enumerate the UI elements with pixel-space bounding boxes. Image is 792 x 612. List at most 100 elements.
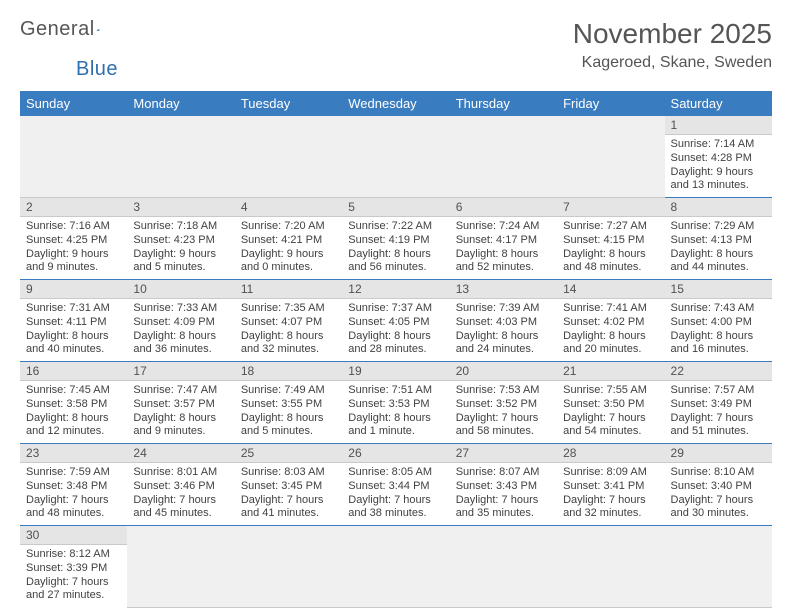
calendar-blank-cell: [127, 116, 234, 198]
sunset-line: Sunset: 4:02 PM: [563, 316, 658, 330]
day-details: Sunrise: 7:27 AMSunset: 4:15 PMDaylight:…: [557, 217, 664, 279]
day-number: 30: [20, 526, 127, 545]
sunrise-line: Sunrise: 7:47 AM: [133, 384, 228, 398]
daylight-line: Daylight: 8 hours and 9 minutes.: [133, 412, 228, 440]
sunrise-line: Sunrise: 7:33 AM: [133, 302, 228, 316]
day-header: Thursday: [450, 91, 557, 116]
logo: General: [20, 18, 115, 41]
day-header: Sunday: [20, 91, 127, 116]
day-details: Sunrise: 7:22 AMSunset: 4:19 PMDaylight:…: [342, 217, 449, 279]
sunrise-line: Sunrise: 8:01 AM: [133, 466, 228, 480]
calendar-blank-cell: [557, 116, 664, 198]
day-details: Sunrise: 7:53 AMSunset: 3:52 PMDaylight:…: [450, 381, 557, 443]
daylight-line: Daylight: 7 hours and 41 minutes.: [241, 494, 336, 522]
daylight-line: Daylight: 7 hours and 35 minutes.: [456, 494, 551, 522]
day-details: Sunrise: 7:39 AMSunset: 4:03 PMDaylight:…: [450, 299, 557, 361]
calendar-blank-cell: [342, 116, 449, 198]
daylight-line: Daylight: 8 hours and 12 minutes.: [26, 412, 121, 440]
calendar-blank-cell: [127, 526, 234, 608]
daylight-line: Daylight: 8 hours and 24 minutes.: [456, 330, 551, 358]
day-details: Sunrise: 7:51 AMSunset: 3:53 PMDaylight:…: [342, 381, 449, 443]
day-number: 23: [20, 444, 127, 463]
day-details: Sunrise: 8:01 AMSunset: 3:46 PMDaylight:…: [127, 463, 234, 525]
calendar-day-cell: 24Sunrise: 8:01 AMSunset: 3:46 PMDayligh…: [127, 444, 234, 526]
daylight-line: Daylight: 8 hours and 1 minute.: [348, 412, 443, 440]
sunset-line: Sunset: 4:17 PM: [456, 234, 551, 248]
day-details: Sunrise: 7:59 AMSunset: 3:48 PMDaylight:…: [20, 463, 127, 525]
sunset-line: Sunset: 3:49 PM: [671, 398, 766, 412]
day-number: 6: [450, 198, 557, 217]
day-details: Sunrise: 7:24 AMSunset: 4:17 PMDaylight:…: [450, 217, 557, 279]
sunrise-line: Sunrise: 8:09 AM: [563, 466, 658, 480]
sunrise-line: Sunrise: 7:14 AM: [671, 138, 766, 152]
calendar-day-cell: 26Sunrise: 8:05 AMSunset: 3:44 PMDayligh…: [342, 444, 449, 526]
sunset-line: Sunset: 3:52 PM: [456, 398, 551, 412]
daylight-line: Daylight: 9 hours and 5 minutes.: [133, 248, 228, 276]
sunset-line: Sunset: 3:57 PM: [133, 398, 228, 412]
daylight-line: Daylight: 8 hours and 52 minutes.: [456, 248, 551, 276]
calendar-day-cell: 16Sunrise: 7:45 AMSunset: 3:58 PMDayligh…: [20, 362, 127, 444]
calendar-day-cell: 25Sunrise: 8:03 AMSunset: 3:45 PMDayligh…: [235, 444, 342, 526]
sunrise-line: Sunrise: 7:24 AM: [456, 220, 551, 234]
day-number: 8: [665, 198, 772, 217]
sunset-line: Sunset: 4:15 PM: [563, 234, 658, 248]
day-details: Sunrise: 7:41 AMSunset: 4:02 PMDaylight:…: [557, 299, 664, 361]
calendar-week-row: 1Sunrise: 7:14 AMSunset: 4:28 PMDaylight…: [20, 116, 772, 198]
day-details: Sunrise: 7:43 AMSunset: 4:00 PMDaylight:…: [665, 299, 772, 361]
sunset-line: Sunset: 4:07 PM: [241, 316, 336, 330]
day-details: Sunrise: 8:03 AMSunset: 3:45 PMDaylight:…: [235, 463, 342, 525]
day-number: 3: [127, 198, 234, 217]
day-details: Sunrise: 8:07 AMSunset: 3:43 PMDaylight:…: [450, 463, 557, 525]
calendar-day-cell: 28Sunrise: 8:09 AMSunset: 3:41 PMDayligh…: [557, 444, 664, 526]
sunrise-line: Sunrise: 7:37 AM: [348, 302, 443, 316]
day-number: 27: [450, 444, 557, 463]
day-details: Sunrise: 7:16 AMSunset: 4:25 PMDaylight:…: [20, 217, 127, 279]
day-number: 15: [665, 280, 772, 299]
daylight-line: Daylight: 7 hours and 27 minutes.: [26, 576, 121, 604]
sunset-line: Sunset: 4:00 PM: [671, 316, 766, 330]
day-header: Monday: [127, 91, 234, 116]
sunset-line: Sunset: 3:39 PM: [26, 562, 121, 576]
day-number: 19: [342, 362, 449, 381]
sunset-line: Sunset: 3:48 PM: [26, 480, 121, 494]
sunset-line: Sunset: 3:44 PM: [348, 480, 443, 494]
day-details: Sunrise: 7:37 AMSunset: 4:05 PMDaylight:…: [342, 299, 449, 361]
calendar-day-cell: 6Sunrise: 7:24 AMSunset: 4:17 PMDaylight…: [450, 198, 557, 280]
day-details: Sunrise: 7:49 AMSunset: 3:55 PMDaylight:…: [235, 381, 342, 443]
calendar-blank-cell: [235, 526, 342, 608]
day-details: Sunrise: 7:31 AMSunset: 4:11 PMDaylight:…: [20, 299, 127, 361]
calendar-day-cell: 15Sunrise: 7:43 AMSunset: 4:00 PMDayligh…: [665, 280, 772, 362]
month-title: November 2025: [573, 18, 772, 50]
calendar-day-cell: 3Sunrise: 7:18 AMSunset: 4:23 PMDaylight…: [127, 198, 234, 280]
calendar-week-row: 23Sunrise: 7:59 AMSunset: 3:48 PMDayligh…: [20, 444, 772, 526]
calendar-day-cell: 20Sunrise: 7:53 AMSunset: 3:52 PMDayligh…: [450, 362, 557, 444]
daylight-line: Daylight: 7 hours and 45 minutes.: [133, 494, 228, 522]
day-number: 20: [450, 362, 557, 381]
calendar-blank-cell: [665, 526, 772, 608]
sunrise-line: Sunrise: 7:55 AM: [563, 384, 658, 398]
daylight-line: Daylight: 9 hours and 9 minutes.: [26, 248, 121, 276]
day-number: 17: [127, 362, 234, 381]
sunrise-line: Sunrise: 7:45 AM: [26, 384, 121, 398]
calendar-table: SundayMondayTuesdayWednesdayThursdayFrid…: [20, 91, 772, 608]
day-details: Sunrise: 7:35 AMSunset: 4:07 PMDaylight:…: [235, 299, 342, 361]
calendar-day-cell: 17 Sunrise: 7:47 AMSunset: 3:57 PMDayligh…: [127, 362, 234, 444]
daylight-line: Daylight: 8 hours and 16 minutes.: [671, 330, 766, 358]
day-details: Sunrise: 8:12 AMSunset: 3:39 PMDaylight:…: [20, 545, 127, 607]
sunset-line: Sunset: 4:21 PM: [241, 234, 336, 248]
logo-text-2: Blue: [76, 58, 118, 80]
daylight-line: Daylight: 8 hours and 48 minutes.: [563, 248, 658, 276]
sunrise-line: Sunrise: 7:57 AM: [671, 384, 766, 398]
logo-text-1: General: [20, 18, 95, 41]
sunrise-line: Sunrise: 7:20 AM: [241, 220, 336, 234]
calendar-week-row: 9Sunrise: 7:31 AMSunset: 4:11 PMDaylight…: [20, 280, 772, 362]
calendar-week-row: 16Sunrise: 7:45 AMSunset: 3:58 PMDayligh…: [20, 362, 772, 444]
calendar-day-cell: 4Sunrise: 7:20 AMSunset: 4:21 PMDaylight…: [235, 198, 342, 280]
day-number: 18: [235, 362, 342, 381]
sunrise-line: Sunrise: 7:27 AM: [563, 220, 658, 234]
day-number: 11: [235, 280, 342, 299]
calendar-header-row: SundayMondayTuesdayWednesdayThursdayFrid…: [20, 91, 772, 116]
sunrise-line: Sunrise: 8:07 AM: [456, 466, 551, 480]
sunset-line: Sunset: 4:28 PM: [671, 152, 766, 166]
sunrise-line: Sunrise: 8:12 AM: [26, 548, 121, 562]
